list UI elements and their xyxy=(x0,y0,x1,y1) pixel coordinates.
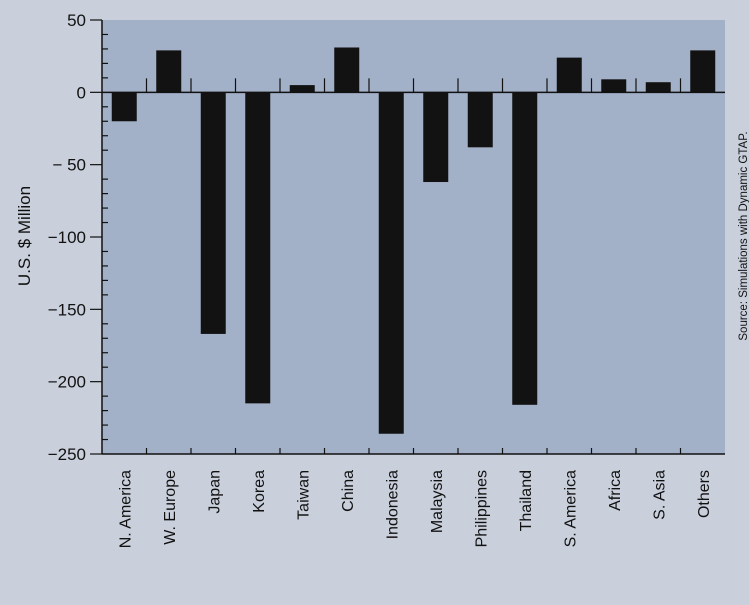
bar xyxy=(111,92,137,122)
bar xyxy=(156,50,182,93)
y-tick-label: 0 xyxy=(77,83,86,102)
bar xyxy=(200,92,226,334)
category-label: Korea xyxy=(251,470,268,513)
y-tick-label: 50 xyxy=(67,11,86,30)
category-label: Malaysia xyxy=(429,470,446,533)
bar xyxy=(556,57,582,93)
bar xyxy=(690,50,716,93)
y-tick-label: −250 xyxy=(48,445,86,464)
bar xyxy=(601,79,627,93)
category-label: S. Asia xyxy=(651,470,668,520)
bar xyxy=(334,47,360,93)
category-label: W. Europe xyxy=(162,470,179,545)
category-label: S. America xyxy=(562,470,579,547)
category-label: Taiwan xyxy=(295,470,312,520)
category-label: Others xyxy=(696,470,713,518)
category-label: China xyxy=(340,470,357,512)
y-tick-label: −100 xyxy=(48,228,86,247)
category-label: Thailand xyxy=(518,470,535,531)
y-axis: 50 0 − 50 −100 −150 −200 −250 xyxy=(48,11,108,464)
bar xyxy=(645,82,671,93)
y-axis-title: U.S. $ Million xyxy=(15,186,34,286)
bar xyxy=(512,92,538,405)
y-tick-label: −200 xyxy=(48,373,86,392)
bar xyxy=(245,92,271,404)
zero-axis xyxy=(102,78,725,94)
y-tick-label: −150 xyxy=(48,300,86,319)
source-note: Source: Simulations with Dynamic GTAP. xyxy=(738,131,749,340)
category-label: Philippines xyxy=(473,470,490,547)
bar xyxy=(467,92,493,148)
bar xyxy=(378,92,404,434)
x-axis: N. America W. Europe Japan Korea Taiwan China… xyxy=(102,448,725,548)
bar xyxy=(423,92,449,183)
category-label: N. America xyxy=(117,470,134,548)
bar xyxy=(289,85,315,93)
category-label: Africa xyxy=(607,470,624,511)
category-label: Indonesia xyxy=(384,470,401,539)
y-tick-label: − 50 xyxy=(52,156,86,175)
category-label: Japan xyxy=(206,470,223,514)
bars xyxy=(111,47,716,434)
